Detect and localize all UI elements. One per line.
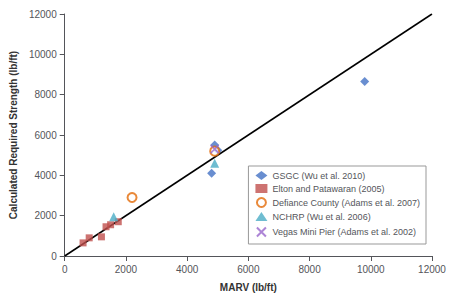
- svg-text:0: 0: [51, 251, 57, 262]
- svg-text:6000: 6000: [34, 130, 57, 141]
- svg-text:8000: 8000: [298, 264, 321, 275]
- svg-text:6000: 6000: [237, 264, 260, 275]
- svg-text:4000: 4000: [176, 264, 199, 275]
- svg-text:2000: 2000: [34, 210, 57, 221]
- svg-text:10000: 10000: [357, 264, 385, 275]
- svg-text:NCHRP (Wu et al. 2006): NCHRP (Wu et al. 2006): [272, 212, 370, 222]
- svg-text:MARV (lb/ft): MARV (lb/ft): [220, 282, 277, 293]
- svg-text:12000: 12000: [418, 264, 446, 275]
- svg-text:Elton and Patawaran (2005): Elton and Patawaran (2005): [272, 184, 384, 194]
- svg-text:8000: 8000: [34, 89, 57, 100]
- svg-text:Defiance County (Adams et al.: Defiance County (Adams et al. 2007): [272, 198, 420, 208]
- svg-text:4000: 4000: [34, 170, 57, 181]
- svg-text:GSGC (Wu et al. 2010): GSGC (Wu et al. 2010): [272, 171, 365, 181]
- svg-text:0: 0: [62, 264, 68, 275]
- svg-text:2000: 2000: [115, 264, 138, 275]
- svg-text:Calculated Required Strength (: Calculated Required Strength (lb/ft): [8, 51, 19, 219]
- svg-text:12000: 12000: [29, 9, 57, 20]
- svg-text:Vegas Mini Pier (Adams et al.: Vegas Mini Pier (Adams et al. 2002): [272, 227, 416, 237]
- svg-text:10000: 10000: [29, 49, 57, 60]
